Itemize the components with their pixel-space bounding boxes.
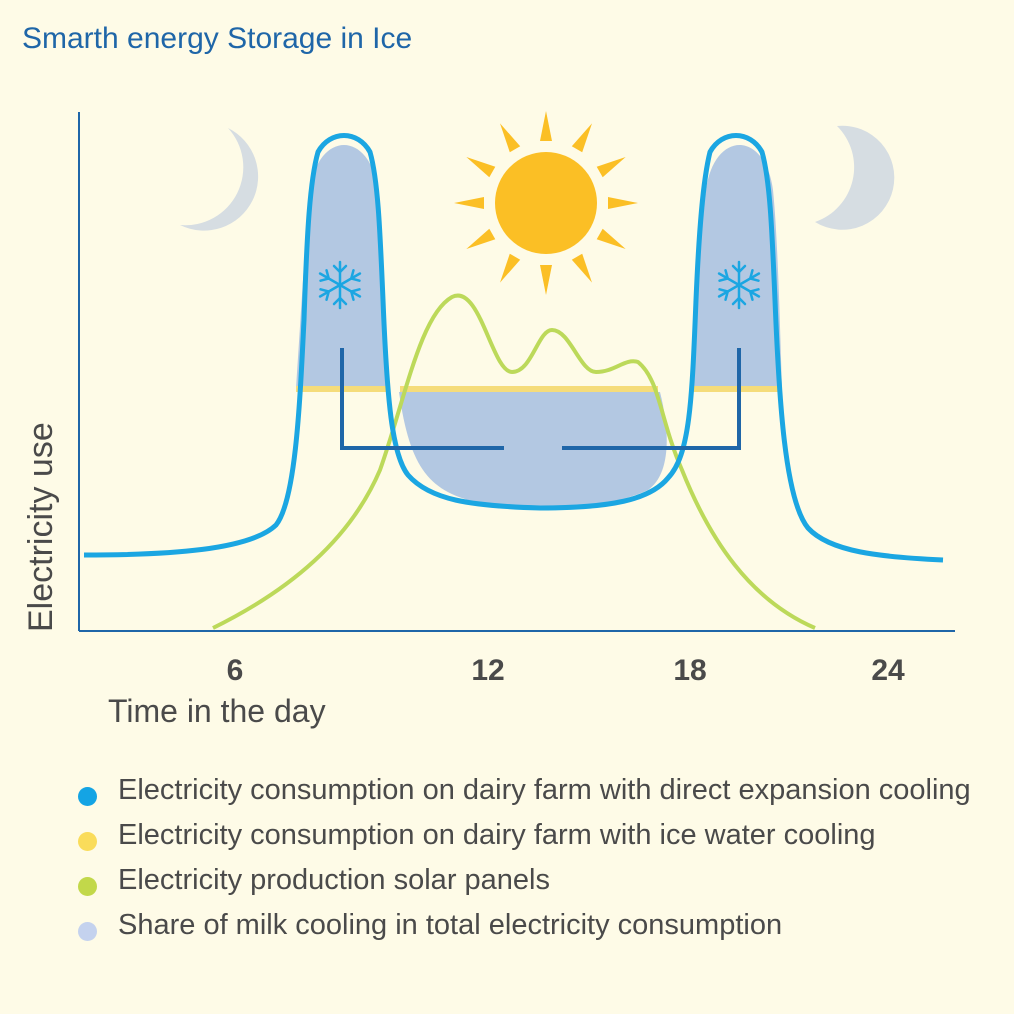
midday-dip-fill — [399, 392, 667, 509]
legend-label: Electricity production solar panels — [118, 864, 550, 896]
right-snowflake-icon — [717, 260, 761, 310]
legend: Electricity consumption on dairy farm wi… — [78, 768, 978, 948]
legend-label: Electricity consumption on dairy farm wi… — [118, 774, 971, 806]
right-moon-icon — [815, 125, 895, 230]
storage-bracket-right — [562, 348, 741, 450]
x-tick-6: 6 — [227, 654, 244, 687]
x-tick-12: 12 — [471, 654, 504, 687]
legend-label: Share of milk cooling in total electrici… — [118, 909, 783, 941]
sun-icon — [454, 111, 638, 295]
left-snowflake-icon — [318, 260, 362, 310]
legend-dot-green — [78, 877, 97, 896]
legend-dot-blue — [78, 787, 97, 806]
legend-item-direct-expansion: Electricity consumption on dairy farm wi… — [78, 768, 978, 813]
left-peak-fill — [296, 145, 389, 388]
legend-item-milk-cooling-share: Share of milk cooling in total electrici… — [78, 903, 978, 948]
x-axis-label: Time in the day — [108, 693, 326, 729]
x-tick-24: 24 — [871, 654, 905, 687]
direct-expansion-curve — [83, 133, 944, 563]
left-moon-icon — [180, 128, 259, 231]
x-tick-18: 18 — [673, 654, 706, 687]
y-axis-label: Electricity use — [22, 422, 60, 632]
page-title: Smarth energy Storage in Ice — [22, 22, 413, 55]
legend-dot-yellow — [78, 832, 97, 851]
storage-bracket-left — [340, 348, 504, 450]
legend-label: Electricity consumption on dairy farm wi… — [118, 819, 876, 851]
legend-item-solar: Electricity production solar panels — [78, 858, 978, 903]
legend-item-ice-water: Electricity consumption on dairy farm wi… — [78, 813, 978, 858]
legend-dot-lightblue — [78, 922, 97, 941]
right-peak-fill — [692, 145, 782, 388]
